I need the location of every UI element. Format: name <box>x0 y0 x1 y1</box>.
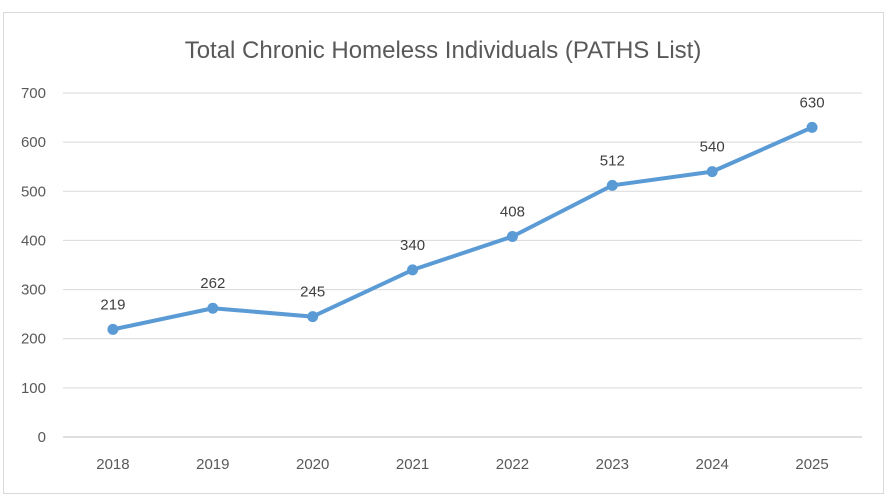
data-label: 219 <box>100 296 125 313</box>
data-point <box>407 264 419 276</box>
chart-title: Total Chronic Homeless Individuals (PATH… <box>185 37 702 64</box>
data-point <box>706 166 718 178</box>
x-tick-label: 2024 <box>696 456 729 473</box>
y-tick-label: 400 <box>21 232 46 249</box>
data-labels: 219 262 245 340 408 512 540 630 <box>100 94 824 313</box>
x-tick-label: 2018 <box>96 456 129 473</box>
data-point <box>207 302 219 314</box>
y-tick-label: 100 <box>21 380 46 397</box>
x-tick-label: 2021 <box>396 456 429 473</box>
data-label: 245 <box>300 284 325 301</box>
data-label: 262 <box>200 275 225 292</box>
gridlines <box>63 92 862 438</box>
series-line <box>110 125 815 332</box>
data-label: 630 <box>800 94 825 111</box>
y-axis-ticks: 0 100 200 300 400 500 600 700 <box>21 85 46 446</box>
data-label: 540 <box>700 139 725 156</box>
data-label: 340 <box>400 237 425 254</box>
y-tick-label: 500 <box>21 183 46 200</box>
x-tick-label: 2025 <box>795 456 828 473</box>
data-label: 512 <box>600 152 625 169</box>
data-point <box>307 311 319 323</box>
y-tick-label: 0 <box>38 429 46 446</box>
y-tick-label: 300 <box>21 282 46 299</box>
x-axis-ticks: 2018 2019 2020 2021 2022 2023 2024 2025 <box>96 456 829 473</box>
data-label: 408 <box>500 203 525 220</box>
data-point <box>107 323 119 335</box>
y-tick-label: 700 <box>21 85 46 102</box>
series-points <box>107 121 818 335</box>
x-tick-label: 2020 <box>296 456 329 473</box>
chart-frame <box>3 12 884 494</box>
y-tick-label: 200 <box>21 331 46 348</box>
x-tick-label: 2019 <box>196 456 229 473</box>
data-point <box>806 121 818 133</box>
x-tick-label: 2022 <box>496 456 529 473</box>
data-point <box>606 179 618 191</box>
x-tick-label: 2023 <box>596 456 629 473</box>
y-tick-label: 600 <box>21 134 46 151</box>
data-point <box>506 230 518 242</box>
